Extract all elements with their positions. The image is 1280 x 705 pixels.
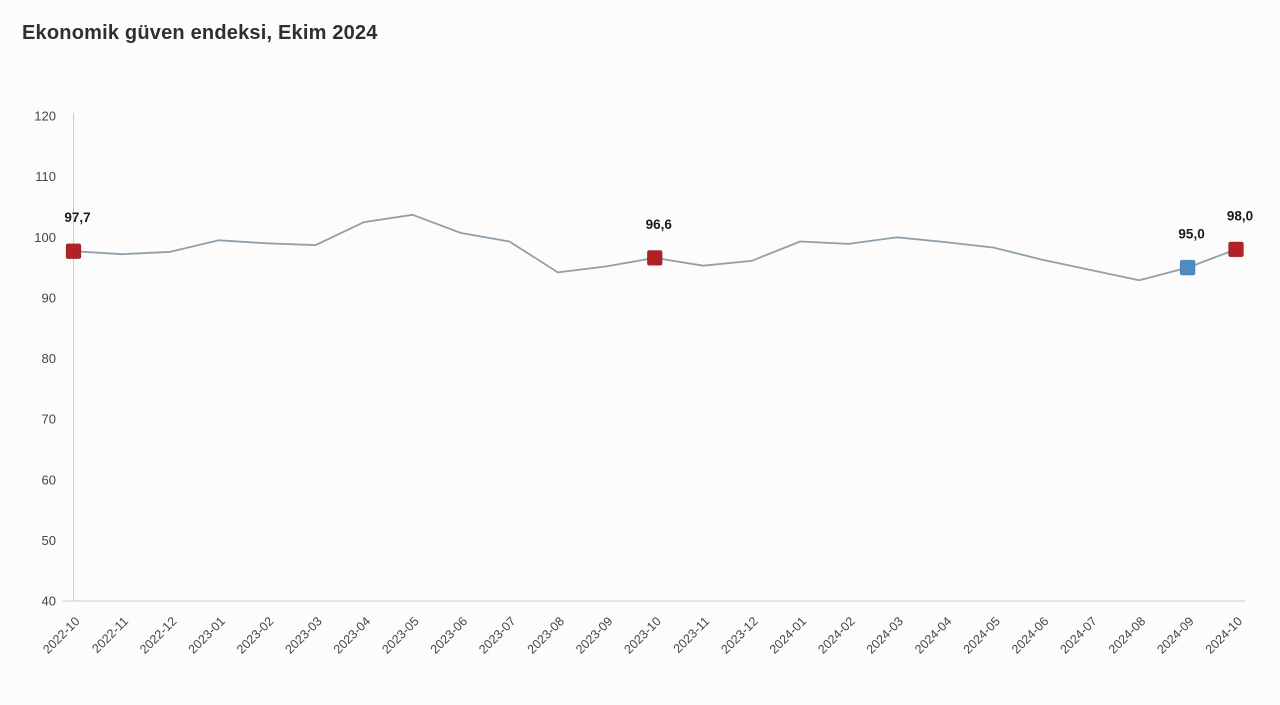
marker-2023-10[interactable] (646, 250, 663, 266)
x-tick-label-2023-08: 2023-08 (525, 614, 567, 656)
x-tick-label-2023-06: 2023-06 (428, 614, 470, 656)
x-tick-label-2022-11: 2022-11 (89, 614, 131, 656)
data-label-2022-10: 97,7 (64, 210, 90, 225)
x-tick-label-2024-05: 2024-05 (961, 614, 1003, 656)
y-tick-label-80: 80 (42, 351, 56, 366)
x-tick-label-2023-11: 2023-11 (671, 614, 713, 656)
x-tick-label-2023-09: 2023-09 (573, 614, 615, 656)
y-tick-label-100: 100 (34, 230, 56, 245)
x-tick-label-2022-12: 2022-12 (137, 614, 179, 656)
x-tick-label-2023-03: 2023-03 (282, 614, 324, 656)
data-label-2023-10: 96,6 (646, 217, 673, 232)
x-tick-label-2023-12: 2023-12 (718, 614, 760, 656)
x-tick-label-2023-10: 2023-10 (622, 614, 664, 656)
x-tick-label-2023-02: 2023-02 (234, 614, 276, 656)
y-tick-label-90: 90 (42, 290, 56, 305)
x-tick-label-2022-10: 2022-10 (40, 614, 82, 656)
x-tick-label-2024-08: 2024-08 (1106, 614, 1148, 656)
marker-2024-09[interactable] (1179, 259, 1196, 276)
x-tick-label-2024-06: 2024-06 (1009, 614, 1051, 656)
y-tick-label-60: 60 (42, 472, 56, 487)
x-tick-label-2023-04: 2023-04 (331, 614, 373, 656)
x-tick-label-2023-01: 2023-01 (186, 614, 228, 656)
y-tick-label-120: 120 (34, 109, 56, 124)
marker-2024-10[interactable] (1228, 241, 1244, 258)
y-tick-label-40: 40 (42, 594, 56, 609)
x-tick-label-2024-09: 2024-09 (1154, 614, 1196, 656)
x-tick-label-2024-10: 2024-10 (1203, 614, 1245, 656)
x-tick-label-2024-02: 2024-02 (815, 614, 857, 656)
y-tick-label-50: 50 (42, 533, 56, 548)
y-tick-label-110: 110 (35, 169, 56, 184)
data-label-2024-10: 98,0 (1227, 208, 1253, 223)
marker-2022-10[interactable] (65, 243, 82, 259)
y-tick-label-70: 70 (42, 412, 56, 427)
x-tick-label-2024-03: 2024-03 (864, 614, 906, 656)
x-tick-label-2024-01: 2024-01 (767, 614, 809, 656)
x-tick-label-2023-05: 2023-05 (379, 614, 421, 656)
data-label-2024-09: 95,0 (1178, 227, 1204, 242)
x-tick-label-2023-07: 2023-07 (476, 614, 518, 656)
x-tick-label-2024-04: 2024-04 (912, 614, 954, 656)
x-tick-label-2024-07: 2024-07 (1057, 614, 1099, 656)
chart-title: Ekonomik güven endeksi, Ekim 2024 (22, 22, 378, 44)
